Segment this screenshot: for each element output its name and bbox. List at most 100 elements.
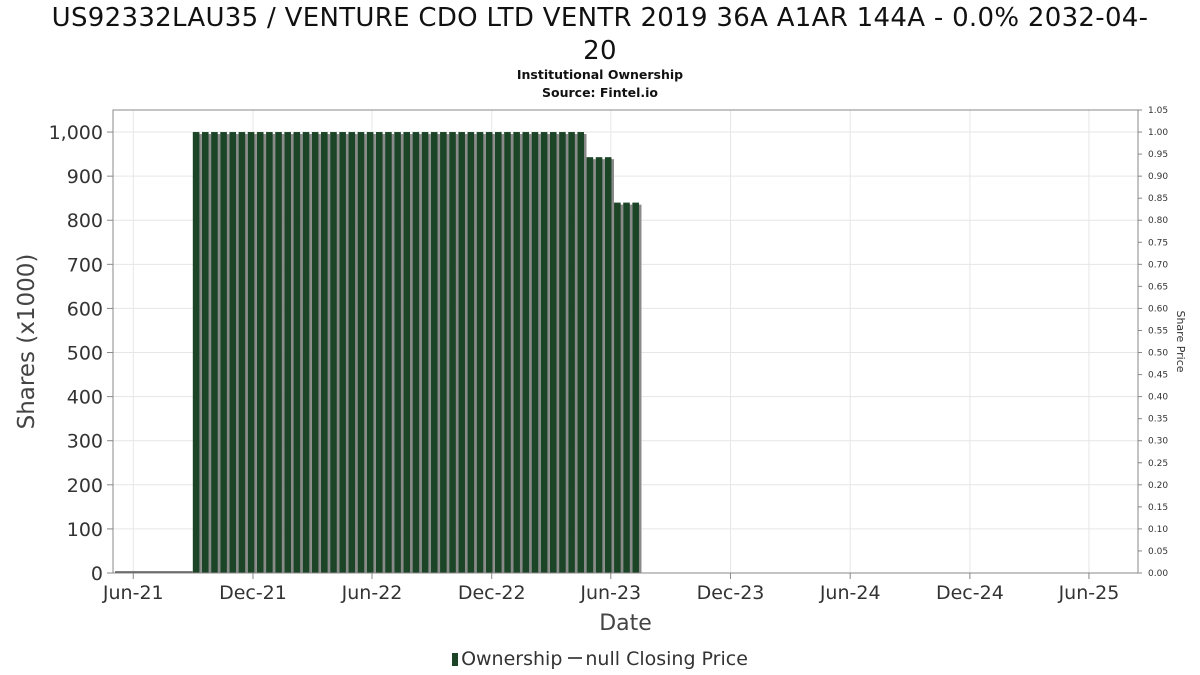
ownership-bar	[458, 132, 465, 574]
ownership-bar	[330, 132, 337, 574]
x-tick-label: Jun-23	[579, 582, 641, 604]
ownership-bar	[412, 132, 420, 574]
ownership-bar	[321, 132, 328, 574]
y2-tick-label: 0.20	[1148, 481, 1168, 491]
ownership-bar	[348, 132, 356, 574]
y2-tick-label: 0.35	[1148, 415, 1168, 425]
y2-tick-label: 0.70	[1148, 260, 1168, 270]
ownership-bar	[568, 132, 575, 574]
ownership-bar	[366, 132, 374, 574]
ownership-bar	[403, 132, 411, 574]
y-tick-label: 0	[91, 563, 103, 585]
x-tick-label: Jun-24	[819, 582, 881, 604]
ownership-bar	[201, 132, 209, 574]
y-tick-label: 1,000	[49, 122, 103, 144]
ownership-bar	[559, 132, 566, 574]
y2-tick-label: 0.45	[1148, 371, 1168, 381]
y2-tick-label: 0.90	[1148, 172, 1168, 182]
y-tick-label: 700	[67, 254, 103, 276]
y2-tick-label: 0.40	[1148, 393, 1168, 403]
ownership-bar	[256, 132, 264, 574]
ownership-bar	[421, 132, 429, 574]
y-tick-label: 300	[67, 431, 103, 453]
y2-tick-label: 1.05	[1148, 106, 1168, 116]
x-tick-label: Dec-21	[219, 582, 287, 604]
ownership-bar	[238, 132, 246, 574]
plot-frame	[112, 109, 1139, 574]
chart-title-line-2: 20	[583, 36, 617, 66]
ownership-bar	[229, 132, 237, 574]
ownership-chart: 0 100 200 300 400 500 600 700 800 900 1,000 Jun-21 D…	[14, 106, 1187, 636]
y2-tick-label: 0.30	[1148, 437, 1168, 447]
ownership-bar	[604, 157, 612, 574]
ownership-bar	[522, 132, 530, 574]
ownership-bar	[293, 132, 301, 574]
y2-axis-title: Share Price	[1174, 310, 1187, 372]
ownership-bar	[440, 132, 447, 574]
y-tick-label: 500	[67, 343, 103, 365]
y2-tick-label: 0.95	[1148, 150, 1168, 160]
ownership-bar	[449, 132, 456, 574]
y-tick-label: 100	[67, 519, 103, 541]
ownership-bar	[485, 132, 493, 574]
ownership-bar	[614, 202, 621, 573]
x-tick-label: Dec-23	[697, 582, 765, 604]
y-tick-label: 600	[67, 298, 103, 320]
y2-tick-label: 0.80	[1148, 216, 1168, 226]
ownership-bar	[311, 132, 319, 574]
y2-tick-label: 0.05	[1148, 547, 1168, 557]
ownership-bar	[302, 132, 310, 574]
ownership-bar	[266, 132, 273, 574]
ownership-bar	[275, 132, 282, 574]
ownership-bar	[394, 132, 401, 574]
y2-tick-label: 0.00	[1148, 569, 1168, 579]
y-tick-label: 800	[67, 210, 103, 232]
ownership-bar	[247, 132, 255, 574]
ownership-bar	[586, 157, 594, 574]
ownership-bar	[495, 132, 502, 574]
ownership-bar	[531, 132, 539, 574]
ownership-bar	[211, 132, 218, 574]
ownership-bar	[476, 132, 484, 574]
y-tick-label: 200	[67, 475, 103, 497]
ownership-bar	[467, 132, 475, 574]
chart-source: Source: Fintel.io	[542, 85, 658, 100]
ownership-bar	[357, 132, 365, 574]
ownership-legend-label: Ownership	[461, 648, 563, 670]
y2-tick-label: 0.85	[1148, 194, 1168, 204]
ownership-bar	[595, 157, 603, 574]
y-axis-title: Shares (x1000)	[14, 254, 40, 430]
ownership-bar	[504, 132, 511, 574]
ownership-bar	[375, 132, 383, 574]
y2-tick-label: 0.50	[1148, 349, 1168, 359]
y2-tick-label: 1.00	[1148, 128, 1168, 138]
ownership-bar	[339, 132, 346, 574]
price-legend-line	[568, 657, 583, 659]
x-tick-label: Jun-22	[341, 582, 403, 604]
ownership-bar	[220, 132, 227, 574]
ownership-bar	[623, 202, 630, 573]
ownership-bar	[430, 132, 438, 574]
x-tick-label: Jun-21	[102, 582, 164, 604]
y2-tick-label: 0.75	[1148, 238, 1168, 248]
ownership-bar	[284, 132, 291, 574]
x-tick-label: Jun-25	[1058, 582, 1120, 604]
ownership-legend-swatch	[452, 653, 459, 666]
y-tick-label: 400	[67, 387, 103, 409]
x-axis-title: Date	[599, 611, 652, 636]
y2-tick-label: 0.55	[1148, 326, 1168, 336]
ownership-bar	[549, 132, 557, 574]
y2-tick-label: 0.10	[1148, 525, 1168, 535]
ownership-bar	[577, 132, 585, 574]
y2-tick-label: 0.65	[1148, 282, 1168, 292]
price-legend-label: null Closing Price	[585, 648, 748, 670]
y2-tick-label: 0.15	[1148, 503, 1168, 513]
chart-legend: Ownership null Closing Price	[0, 648, 1200, 670]
y-tick-label: 900	[67, 166, 103, 188]
ownership-bar	[540, 132, 548, 574]
ownership-bar	[632, 202, 639, 573]
y2-tick-label: 0.60	[1148, 304, 1168, 314]
ownership-bar	[385, 132, 392, 574]
x-tick-label: Dec-24	[936, 582, 1004, 604]
ownership-bar	[513, 132, 520, 574]
